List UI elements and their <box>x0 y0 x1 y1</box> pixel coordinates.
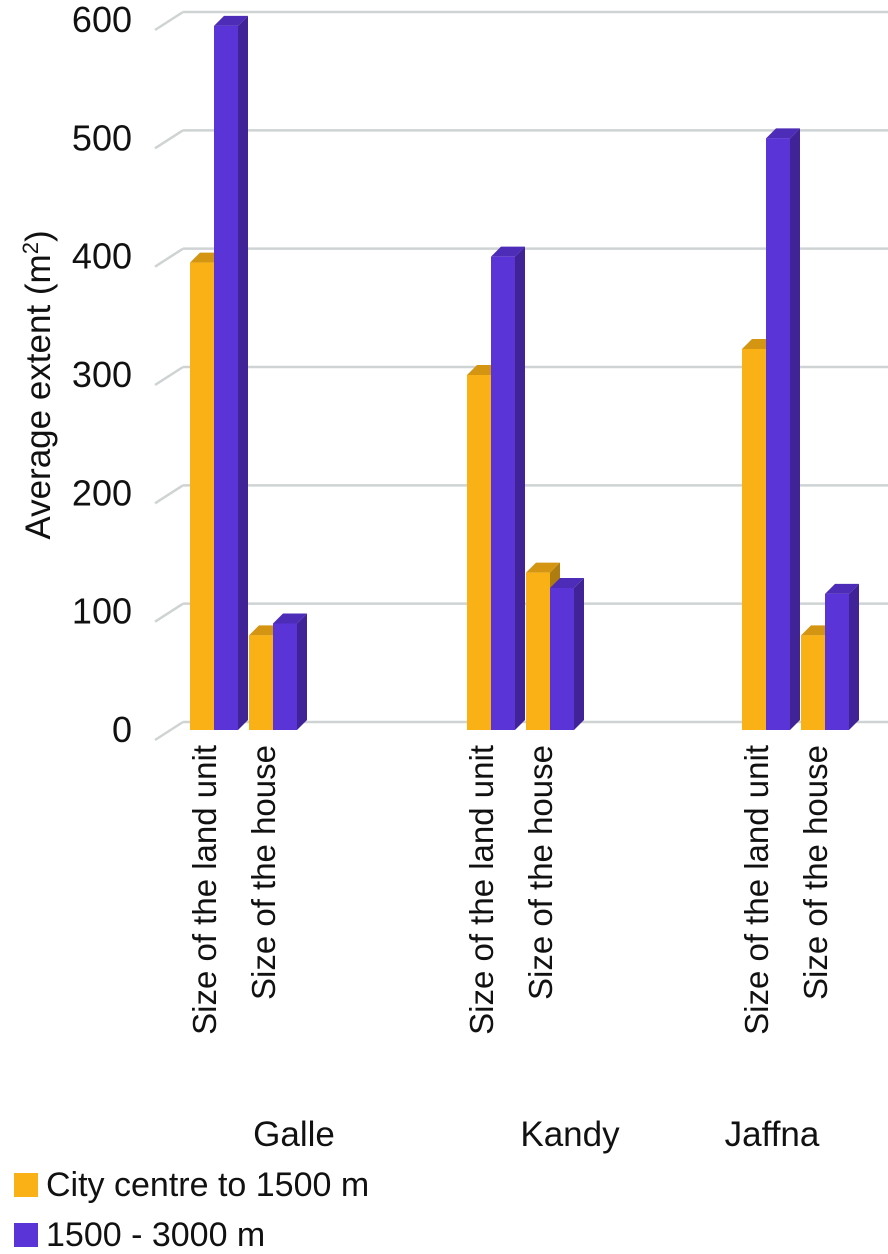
y-axis-label: Average extent (m2) <box>18 230 58 539</box>
bar-front <box>742 348 766 730</box>
x-category-label: Size of the house <box>522 745 559 1000</box>
y-tick-label: 0 <box>112 709 132 750</box>
bar-front <box>825 593 849 730</box>
bar-front <box>766 138 790 731</box>
x-group-label: Kandy <box>520 1115 620 1154</box>
bar-top <box>825 583 859 594</box>
bar-side <box>574 578 584 730</box>
y-tick-labels: 0 100 200 300 400 500 600 <box>72 0 132 750</box>
legend-label: City centre to 1500 m <box>46 1166 370 1204</box>
bar-top <box>214 15 248 26</box>
gridline-diagonal <box>154 720 184 742</box>
bar-top <box>273 613 307 624</box>
bar-side <box>238 15 248 730</box>
legend-swatch-orange <box>14 1173 38 1197</box>
bar-front <box>467 375 491 730</box>
y-tick-label: 500 <box>72 117 132 158</box>
bar-front <box>801 635 825 730</box>
x-group-labels: Galle Kandy Jaffna <box>253 1115 820 1154</box>
gridline-diagonal <box>154 10 184 32</box>
legend-swatch-purple <box>14 1223 38 1247</box>
bar-side <box>515 246 525 730</box>
gridline-diagonal <box>154 602 184 623</box>
x-group-label: Jaffna <box>725 1115 820 1154</box>
y-tick-label: 300 <box>72 354 132 395</box>
x-category-labels: Size of the land unit Size of the house Si… <box>186 745 834 1035</box>
y-tick-label: 400 <box>72 236 132 277</box>
gridline-diagonal <box>154 129 184 150</box>
bar-front <box>190 262 214 730</box>
legend-label: 1500 - 3000 m <box>46 1216 266 1254</box>
bar-front <box>273 623 297 730</box>
bar-1500-3000-0 <box>214 15 248 730</box>
x-category-label: Size of the house <box>245 745 282 1000</box>
x-category-label: Size of the house <box>797 745 834 1000</box>
bar-1500-3000-4 <box>766 128 800 731</box>
bar-top <box>491 246 525 257</box>
bar-front <box>550 588 574 730</box>
bar-front <box>491 256 515 730</box>
x-group-label: Galle <box>253 1115 335 1154</box>
bar-side <box>849 583 859 730</box>
gridline-diagonal <box>154 484 184 505</box>
bars <box>190 15 859 731</box>
bar-1500-3000-2 <box>491 246 525 730</box>
x-category-label: Size of the land unit <box>463 745 500 1035</box>
bar-front <box>526 572 550 730</box>
bar-front <box>249 635 273 730</box>
y-tick-label: 600 <box>72 0 132 40</box>
x-category-label: Size of the land unit <box>186 745 223 1035</box>
x-category-label: Size of the land unit <box>738 745 775 1035</box>
bar-1500-3000-1 <box>273 613 307 730</box>
bar-side <box>790 128 800 731</box>
bar-top <box>766 128 800 139</box>
gridline-diagonal <box>154 365 184 387</box>
y-tick-label: 200 <box>72 472 132 513</box>
legend-item-city-centre: City centre to 1500 m <box>14 1168 369 1202</box>
legend-item-1500-3000: 1500 - 3000 m <box>14 1218 265 1252</box>
bar-top <box>550 578 584 588</box>
bar-1500-3000-3 <box>550 578 584 730</box>
bar-front <box>214 25 238 730</box>
bar-side <box>297 613 307 730</box>
bar-top <box>526 562 560 573</box>
y-tick-label: 100 <box>72 591 132 632</box>
bar-1500-3000-5 <box>825 583 859 730</box>
gridline-diagonal <box>154 247 184 268</box>
